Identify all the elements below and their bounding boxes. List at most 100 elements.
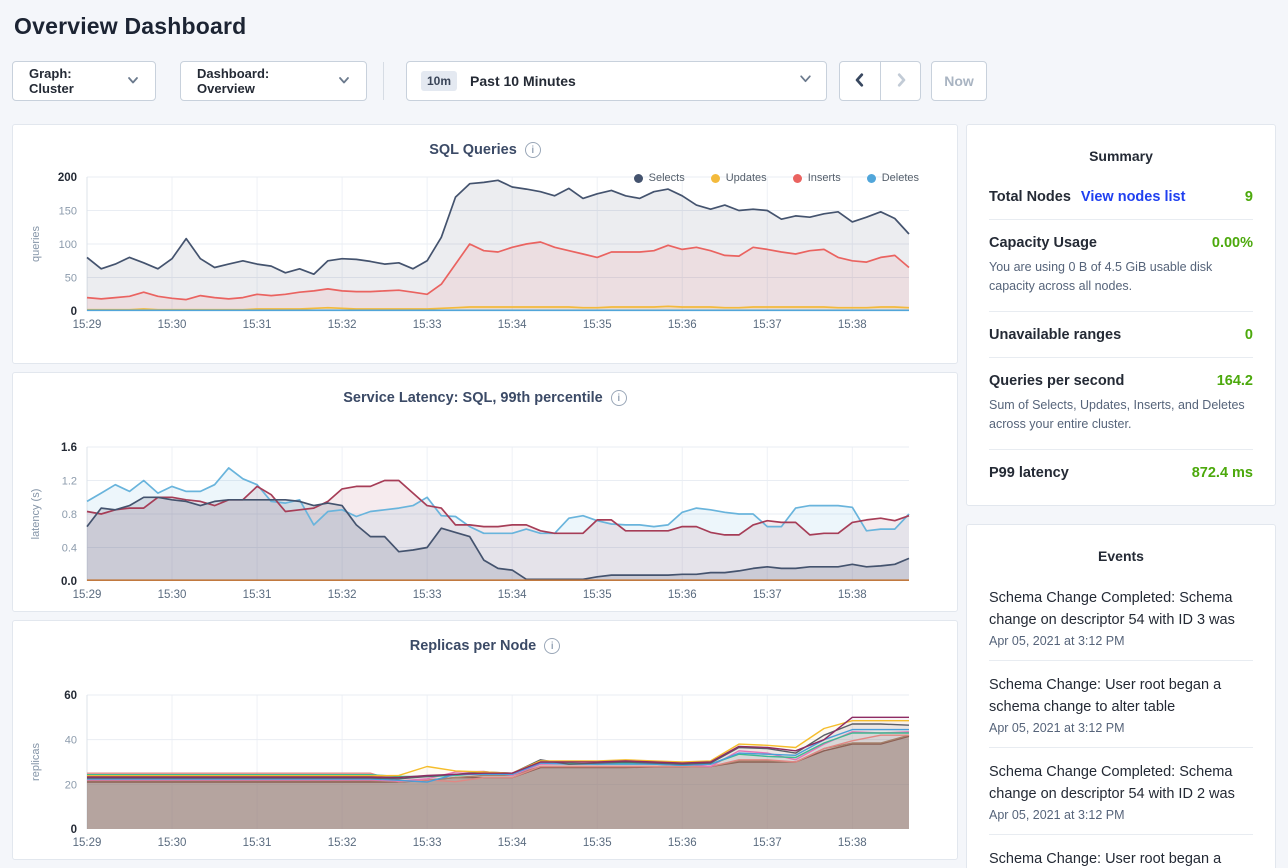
svg-text:15:32: 15:32 — [328, 319, 357, 331]
dashboard-toolbar: Graph: Cluster Dashboard: Overview 10m P… — [12, 61, 1276, 101]
svg-text:15:34: 15:34 — [498, 319, 527, 331]
svg-text:15:35: 15:35 — [583, 319, 612, 331]
svg-text:0.8: 0.8 — [62, 509, 77, 521]
event-message: Schema Change: User root began a schema … — [989, 676, 1222, 715]
svg-text:200: 200 — [58, 172, 77, 184]
service-latency-chart[interactable]: 15:29 15:30 15:31 15:32 15:33 15:34 15:35 15:36… — [25, 435, 947, 613]
graph-dropdown[interactable]: Graph: Cluster — [12, 61, 156, 101]
p99-latency-value: 872.4 ms — [1191, 464, 1253, 481]
svg-text:0.4: 0.4 — [62, 543, 77, 555]
time-range-badge: 10m — [421, 71, 458, 91]
svg-text:queries: queries — [30, 225, 42, 262]
svg-text:150: 150 — [59, 206, 77, 218]
svg-text:15:33: 15:33 — [413, 837, 442, 849]
chart-title: Service Latency: SQL, 99th percentile — [343, 390, 603, 406]
svg-text:100: 100 — [59, 239, 77, 251]
chevron-down-icon — [127, 74, 139, 89]
time-step-buttons — [839, 61, 921, 101]
svg-text:20: 20 — [65, 779, 77, 791]
time-range-label: Past 10 Minutes — [470, 73, 576, 89]
legend-dot-icon — [866, 173, 876, 183]
page-title: Overview Dashboard — [14, 13, 247, 39]
capacity-usage-value: 0.00% — [1211, 235, 1253, 251]
svg-text:0: 0 — [71, 306, 77, 318]
legend-dot-icon — [710, 173, 720, 183]
svg-text:15:29: 15:29 — [73, 319, 102, 331]
dashboard-dropdown[interactable]: Dashboard: Overview — [180, 61, 367, 101]
replicas-per-node-chart-panel: Replicas per Node 15:2915:3015:3115:3215… — [12, 620, 958, 860]
chevron-right-icon — [894, 72, 908, 90]
replicas-per-node-chart[interactable]: 15:29 15:30 15:31 15:32 15:33 15:34 15:35 15:36… — [25, 683, 947, 861]
svg-text:0.0: 0.0 — [61, 576, 77, 588]
sql-queries-chart[interactable]: 15:29 15:30 15:31 15:32 15:33 15:34 15:35 15:36… — [25, 165, 947, 343]
event-item[interactable]: Schema Change: User root began a schema … — [989, 835, 1253, 868]
next-time-button[interactable] — [880, 62, 920, 100]
legend-item-updates[interactable]: Updates — [710, 172, 767, 184]
svg-text:15:38: 15:38 — [838, 837, 867, 849]
previous-time-button[interactable] — [840, 62, 880, 100]
svg-text:15:38: 15:38 — [838, 319, 867, 331]
summary-row-capacity-usage: Capacity Usage 0.00% You are using 0 B o… — [989, 220, 1253, 312]
svg-text:15:36: 15:36 — [668, 589, 697, 601]
summary-title: Summary — [1089, 148, 1153, 164]
events-title: Events — [1098, 547, 1144, 564]
summary-row-total-nodes: Total Nodes View nodes list 9 — [989, 174, 1253, 220]
legend-item-deletes[interactable]: Deletes — [866, 172, 919, 184]
queries-per-second-value: 164.2 — [1216, 372, 1253, 389]
svg-text:15:35: 15:35 — [583, 837, 612, 849]
queries-per-second-description: Sum of Selects, Updates, Inserts, and De… — [989, 397, 1245, 432]
sidebar: Summary Total Nodes View nodes list 9 Ca… — [966, 124, 1276, 868]
svg-text:15:29: 15:29 — [73, 589, 102, 601]
charts-column: SQL Queries Selects Updates Inserts Deletes… — [12, 124, 958, 860]
legend-item-inserts[interactable]: Inserts — [792, 172, 841, 184]
svg-text:15:36: 15:36 — [668, 837, 697, 849]
legend-item-selects[interactable]: Selects — [633, 172, 685, 184]
svg-text:40: 40 — [65, 735, 77, 747]
chart-title: SQL Queries — [429, 142, 517, 158]
now-button[interactable]: Now — [931, 61, 987, 101]
view-nodes-list-link[interactable]: View nodes list — [1080, 189, 1186, 205]
chevron-down-icon — [338, 74, 350, 89]
chart-title: Replicas per Node — [409, 638, 537, 654]
chevron-left-icon — [853, 72, 867, 90]
capacity-usage-description: You are using 0 B of 4.5 GiB usable disk… — [989, 260, 1213, 294]
svg-text:15:29: 15:29 — [73, 837, 102, 849]
event-message: Schema Change Completed: Schema change o… — [989, 589, 1235, 628]
svg-text:15:30: 15:30 — [158, 837, 187, 849]
dashboard-dropdown-label: Dashboard: Overview — [197, 66, 270, 96]
info-icon[interactable] — [524, 142, 541, 158]
svg-text:50: 50 — [65, 273, 77, 285]
event-message: Schema Change: User root began a schema … — [989, 850, 1222, 867]
event-timestamp: Apr 05, 2021 at 3:12 PM — [989, 720, 1125, 735]
time-range-picker[interactable]: 10m Past 10 Minutes — [406, 61, 827, 101]
svg-text:15:35: 15:35 — [583, 589, 612, 601]
info-icon[interactable] — [544, 638, 561, 654]
info-icon[interactable] — [610, 390, 627, 406]
p99-latency-label: P99 latency — [989, 464, 1069, 481]
chevron-down-icon — [799, 72, 812, 90]
svg-text:0: 0 — [71, 824, 77, 836]
svg-text:15:34: 15:34 — [498, 589, 527, 601]
svg-text:15:37: 15:37 — [753, 837, 782, 849]
svg-text:15:32: 15:32 — [328, 589, 357, 601]
svg-text:60: 60 — [64, 690, 77, 702]
summary-row-unavailable-ranges: Unavailable ranges 0 — [989, 312, 1253, 358]
svg-text:15:38: 15:38 — [838, 589, 867, 601]
event-timestamp: Apr 05, 2021 at 3:12 PM — [989, 807, 1125, 822]
event-item[interactable]: Schema Change: User root began a schema … — [989, 661, 1253, 748]
svg-text:15:30: 15:30 — [158, 589, 187, 601]
event-item[interactable]: Schema Change Completed: Schema change o… — [989, 574, 1253, 661]
legend-dot-icon — [792, 173, 802, 183]
svg-text:15:37: 15:37 — [753, 319, 782, 331]
event-item[interactable]: Schema Change Completed: Schema change o… — [989, 748, 1253, 835]
unavailable-ranges-label: Unavailable ranges — [989, 326, 1122, 343]
summary-row-queries-per-second: Queries per second 164.2 Sum of Selects,… — [989, 358, 1253, 450]
chart-legend: Selects Updates Inserts Deletes — [633, 172, 919, 184]
svg-text:15:31: 15:31 — [243, 837, 272, 849]
queries-per-second-label: Queries per second — [989, 372, 1125, 389]
svg-text:latency (s): latency (s) — [30, 489, 42, 540]
events-panel: Events Schema Change Completed: Schema c… — [966, 523, 1276, 868]
svg-text:15:37: 15:37 — [753, 589, 782, 601]
service-latency-chart-panel: Service Latency: SQL, 99th percentile 15… — [12, 372, 958, 612]
